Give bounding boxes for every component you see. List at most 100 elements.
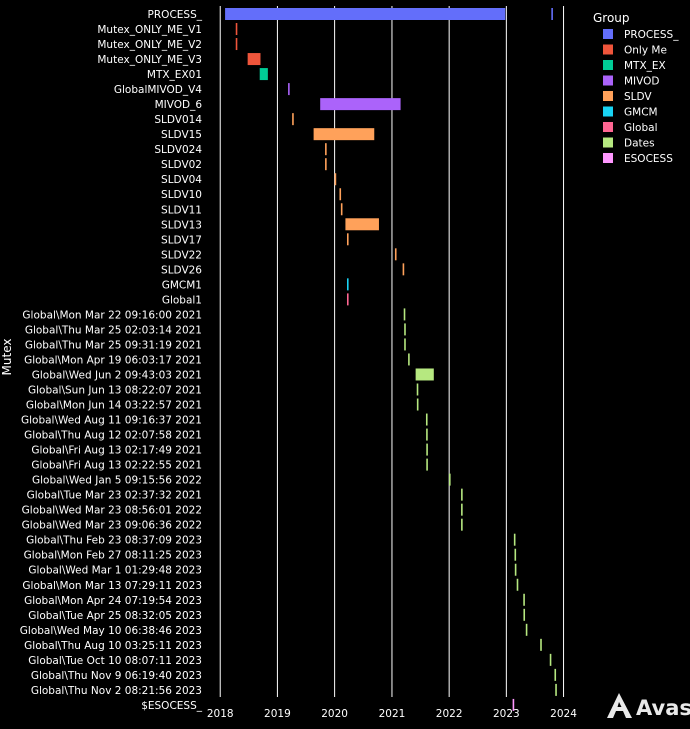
y-tick-label: Mutex_ONLY_ME_V2 (97, 39, 202, 51)
y-tick-label: GMCM1 (162, 279, 202, 291)
legend-swatch (603, 44, 613, 55)
x-tick-label: 2020 (321, 708, 348, 720)
gantt-bar (408, 353, 410, 366)
brand-name: Avast (636, 696, 690, 720)
avast-logo-icon (607, 693, 632, 718)
legend-item: PROCESS_ (603, 29, 679, 41)
legend-label: MTX_EX (624, 60, 666, 72)
y-tick-label: GlobalMIVOD_V4 (114, 84, 202, 96)
legend-swatch (603, 153, 613, 163)
legend-item: Global (603, 122, 658, 134)
y-tick-label: SLDV22 (161, 249, 202, 261)
gantt-bar (523, 608, 526, 621)
y-tick-label: Global\Mon Mar 22 09:16:00 2021 (22, 309, 202, 321)
legend-item: ESOCESS (603, 153, 673, 165)
y-tick-label: Global\Mon Jun 14 03:22:57 2021 (26, 400, 202, 412)
gantt-bar (461, 488, 463, 501)
y-tick-label: Global\Wed May 10 06:38:46 2023 (20, 625, 202, 637)
gantt-bar (325, 158, 327, 171)
gantt-bar (225, 8, 506, 20)
gantt-bar (402, 263, 405, 276)
y-tick-label: Global\Fri Aug 13 02:22:55 2021 (31, 460, 202, 472)
gantt-bar (426, 443, 428, 456)
brand-watermark: Avast (607, 693, 690, 720)
gantt-bar (403, 308, 406, 321)
y-tick-label: MTX_EX01 (147, 69, 202, 81)
legend-swatch (603, 60, 613, 70)
y-tick-label: Global\Thu Nov 2 08:21:56 2023 (31, 685, 202, 697)
legend-item: MTX_EX (603, 60, 666, 72)
y-tick-label: Global\Sun Jun 13 08:22:07 2021 (28, 385, 202, 397)
gantt-bar (516, 578, 519, 591)
legend-item: MIVOD (603, 75, 660, 88)
gantt-bar (514, 548, 517, 561)
gantt-bar (325, 143, 327, 156)
gantt-bar (334, 173, 337, 186)
y-tick-label: SLDV014 (154, 114, 202, 126)
gantt-bar (247, 53, 261, 66)
grid-layer (219, 6, 565, 697)
gantt-bar (346, 293, 349, 306)
y-tick-label: Mutex_ONLY_ME_V3 (97, 54, 202, 66)
y-tick-label: MIVOD_6 (155, 99, 203, 111)
gantt-bar (554, 668, 557, 681)
gantt-bar (259, 68, 268, 81)
y-tick-label: Global\Wed Mar 23 08:56:01 2022 (22, 505, 202, 517)
gantt-bar (426, 458, 428, 471)
gantt-bar (416, 383, 419, 396)
gantt-bar (425, 413, 428, 426)
y-tick-label: Global\Wed Aug 11 09:16:37 2021 (21, 415, 202, 427)
y-tick-label: Global\Wed Jan 5 09:15:56 2022 (32, 475, 202, 487)
gantt-bar (555, 683, 557, 696)
y-tick-label: Mutex_ONLY_ME_V1 (97, 24, 202, 36)
gantt-bar (292, 113, 294, 126)
gantt-bar (461, 503, 463, 516)
gantt-bar (525, 623, 528, 636)
gantt-bar (404, 323, 406, 336)
legend-label: PROCESS_ (624, 29, 679, 41)
legend-item: SLDV (603, 91, 652, 103)
y-tick-label: Global\Mon Apr 24 07:19:54 2023 (24, 595, 202, 607)
legend-item: Dates (603, 137, 655, 150)
legend-swatch (603, 75, 613, 86)
y-tick-label: Global\Thu Nov 9 06:19:40 2023 (31, 670, 202, 682)
y-tick-label: Global\Mon Apr 19 06:03:17 2021 (24, 354, 202, 366)
y-tick-label: SLDV26 (161, 264, 202, 276)
gantt-bar (340, 203, 343, 216)
x-tick-label: 2018 (207, 708, 234, 720)
gantt-bar (339, 188, 342, 201)
x-tick-labels: 2018 2019 2020 2021 2022 2023 2024 (207, 708, 577, 720)
gantt-bar (235, 38, 238, 51)
x-tick-label: 2021 (379, 708, 406, 720)
y-tick-label: Global\Thu Aug 10 03:25:11 2023 (24, 640, 202, 652)
gantt-bar (394, 248, 397, 261)
gantt-bar (514, 563, 517, 576)
y-tick-label: Global\Fri Aug 13 02:17:49 2021 (31, 445, 202, 457)
gantt-bar (551, 8, 553, 20)
gantt-bar (513, 533, 516, 546)
legend-title: Group (593, 11, 630, 25)
legend-label: Only Me (624, 45, 667, 57)
y-tick-label: Global\Tue Oct 10 08:07:11 2023 (28, 655, 202, 667)
gantt-bar (540, 638, 542, 651)
bar-layer (225, 8, 557, 711)
gantt-bar (235, 23, 238, 36)
gantt-bar (416, 398, 419, 411)
legend-label: ESOCESS (624, 153, 673, 165)
gantt-bar (426, 428, 428, 441)
x-tick-label: 2019 (264, 708, 291, 720)
legend-item: GMCM (603, 106, 658, 119)
legend-label: SLDV (624, 91, 652, 103)
gantt-bar (512, 698, 515, 711)
legend-label: Dates (624, 138, 655, 150)
y-tick-label: SLDV17 (161, 234, 202, 246)
gantt-bar (345, 218, 379, 231)
legend: Group PROCESS_ Only Me MTX_EX MIVOD SLDV GMCM… (593, 11, 679, 165)
y-tick-label: SLDV02 (161, 159, 202, 171)
y-tick-label: Global\Wed Mar 23 09:06:36 2022 (22, 520, 202, 532)
y-tick-label: SLDV04 (161, 174, 202, 186)
gantt-bar (320, 98, 401, 111)
legend-label: Global (624, 122, 658, 134)
